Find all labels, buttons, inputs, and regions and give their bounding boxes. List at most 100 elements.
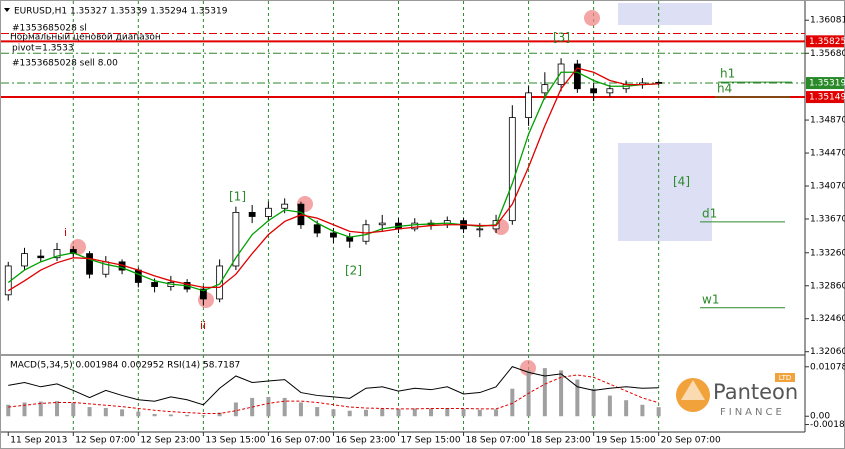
annotation: [2] xyxy=(345,264,362,278)
y-tick-label: 1.34070 xyxy=(810,182,845,192)
macd-bar xyxy=(494,409,499,417)
x-tick-label: 16 Sep 23:00 xyxy=(335,436,395,446)
candle-body xyxy=(69,249,77,255)
candle-body xyxy=(590,88,598,94)
macd-bar xyxy=(477,409,482,417)
macd-bar xyxy=(217,412,222,417)
level-label: h1 xyxy=(720,67,735,81)
candle-body xyxy=(151,282,158,287)
price-box xyxy=(806,91,844,104)
price-box-label: 1.35825 xyxy=(809,37,845,47)
level-label: d1 xyxy=(702,206,717,220)
zone-forecast xyxy=(618,143,712,241)
macd-bar xyxy=(55,401,60,417)
macd-bar xyxy=(22,402,27,417)
macd-bar xyxy=(575,379,580,417)
chart-title: EURUSD,H1 1.35327 1.35339 1.35294 1.3531… xyxy=(14,7,228,17)
price-box-label: 1.35149 xyxy=(809,93,845,103)
candle-body xyxy=(508,117,516,222)
signal-line xyxy=(8,374,659,414)
price-box-label: 1.35319 xyxy=(809,79,845,89)
candle-body xyxy=(281,203,289,209)
logo-name: Panteon xyxy=(713,380,798,404)
macd-bar xyxy=(266,396,271,417)
x-tick-label: 19 Sep 15:00 xyxy=(596,436,656,446)
candle-body xyxy=(655,81,663,84)
macd-bar xyxy=(315,407,320,417)
x-tick-label: 12 Sep 23:00 xyxy=(140,436,200,446)
macd-bar xyxy=(120,409,125,417)
annotation: [1] xyxy=(229,190,246,204)
macd-bar xyxy=(233,402,238,417)
macd-bar xyxy=(656,407,661,417)
level-label: w1 xyxy=(702,292,719,306)
macd-bar xyxy=(559,370,564,417)
candle-body xyxy=(313,224,321,234)
macd-bar xyxy=(152,413,157,417)
moving-average xyxy=(7,71,659,292)
candle-body xyxy=(378,222,386,226)
logo-badge-bg xyxy=(775,373,795,382)
candle-body xyxy=(541,84,549,94)
menu-arrow[interactable] xyxy=(4,8,10,12)
annotation: ii xyxy=(200,319,206,332)
rsi-line xyxy=(8,366,659,406)
x-tick-label: 18 Sep 23:00 xyxy=(531,436,591,446)
candle-body xyxy=(216,265,224,300)
candle-body xyxy=(557,63,565,86)
x-tick-label: 20 Sep 07:00 xyxy=(661,436,721,446)
candle-body xyxy=(411,222,419,230)
y-tick-label: -0.001808 xyxy=(810,420,845,430)
candle-body xyxy=(53,249,61,259)
macd-bar xyxy=(640,404,645,417)
y-tick-label: 1.36081 xyxy=(810,16,845,26)
annotation: #1353685028 sell 8.00 xyxy=(12,59,118,69)
macd-bar xyxy=(331,409,336,417)
zone-top xyxy=(618,3,712,25)
macd-bar xyxy=(103,407,108,417)
macd-bar xyxy=(347,410,352,417)
x-tick-label: 18 Sep 07:00 xyxy=(466,436,526,446)
candle-body xyxy=(21,253,28,267)
y-tick-label: 1.33260 xyxy=(810,248,845,258)
macd-bar xyxy=(38,401,43,417)
candle-body xyxy=(606,88,614,94)
x-tick-label: 17 Sep 15:00 xyxy=(400,436,460,446)
candle-body xyxy=(248,211,256,217)
candle-body xyxy=(573,63,581,90)
macd-bar xyxy=(136,411,141,417)
macd-bar xyxy=(510,388,515,417)
annotation: #1353685028 sl xyxy=(12,24,87,34)
y-tick-label: 1.34470 xyxy=(810,149,845,159)
y-tick-label: 1.34870 xyxy=(810,116,845,126)
candle-body xyxy=(232,211,240,267)
moving-average xyxy=(7,67,659,292)
macd-bar xyxy=(591,388,596,417)
macd-bar xyxy=(185,414,190,417)
annotation: Нормальный ценовой диапазон xyxy=(10,33,161,43)
price-box xyxy=(806,77,844,90)
annotation: i xyxy=(64,226,67,239)
y-tick-label: 1.35680 xyxy=(810,49,845,59)
annotation: [4] xyxy=(673,175,690,189)
y-tick-label: 1.32060 xyxy=(810,347,845,357)
macd-bar xyxy=(6,404,11,417)
macd-bar xyxy=(380,408,385,417)
y-tick-label: 0.010786 xyxy=(810,362,845,372)
y-tick-label: 1.33670 xyxy=(810,214,845,224)
macd-bar xyxy=(445,407,450,417)
macd-bar xyxy=(298,402,303,417)
macd-bar xyxy=(429,408,434,417)
x-tick-label: 13 Sep 15:00 xyxy=(205,436,265,446)
y-tick-label: 1.32860 xyxy=(810,281,845,291)
highlight xyxy=(520,360,536,376)
price-box xyxy=(806,35,844,48)
candle-body xyxy=(86,253,93,275)
logo-sub: FINANCE xyxy=(720,407,785,418)
macd-bar xyxy=(201,415,206,417)
macd-bar xyxy=(87,407,92,417)
x-tick-label: 12 Sep 07:00 xyxy=(75,436,135,446)
x-tick-label: 11 Sep 2013 xyxy=(10,436,67,446)
logo: Panteon FINANCE LTD xyxy=(676,373,798,418)
